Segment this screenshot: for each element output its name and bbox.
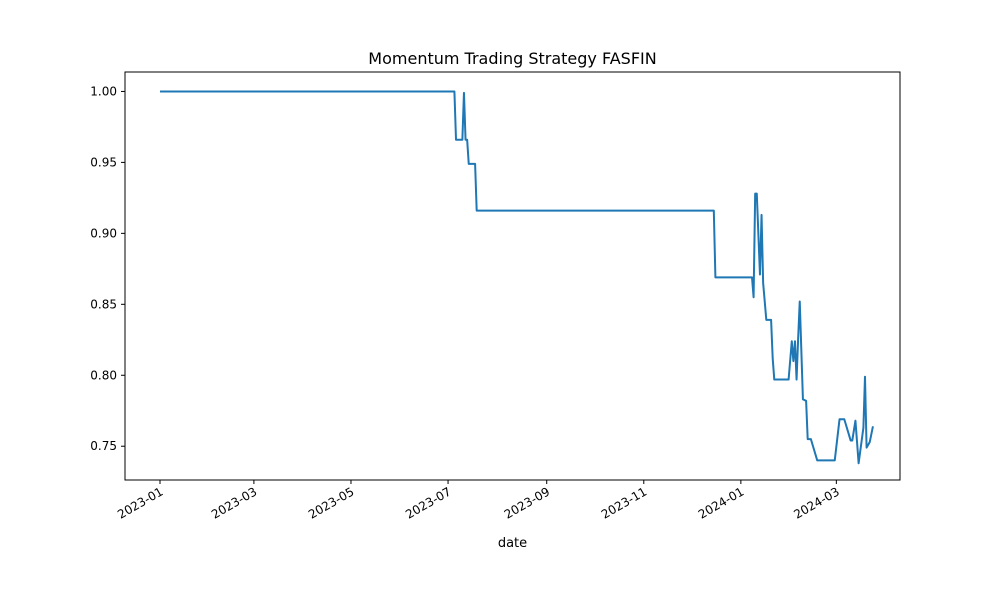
series-line-0 xyxy=(160,90,874,465)
y-tick-label: 0.75 xyxy=(90,439,117,453)
y-tick-label: 0.95 xyxy=(90,155,117,169)
y-tick-label: 0.85 xyxy=(90,297,117,311)
y-axis-ticks: 0.75 0.80 0.85 0.90 0.95 1.00 xyxy=(90,84,125,453)
y-tick-label: 1.00 xyxy=(90,84,117,98)
y-tick-label: 0.90 xyxy=(90,226,117,240)
series-layer xyxy=(160,90,874,465)
y-tick-label: 0.80 xyxy=(90,368,117,382)
chart-title: Momentum Trading Strategy FASFIN xyxy=(368,49,656,68)
x-axis-label: date xyxy=(498,536,527,551)
plot-frame xyxy=(124,71,901,481)
